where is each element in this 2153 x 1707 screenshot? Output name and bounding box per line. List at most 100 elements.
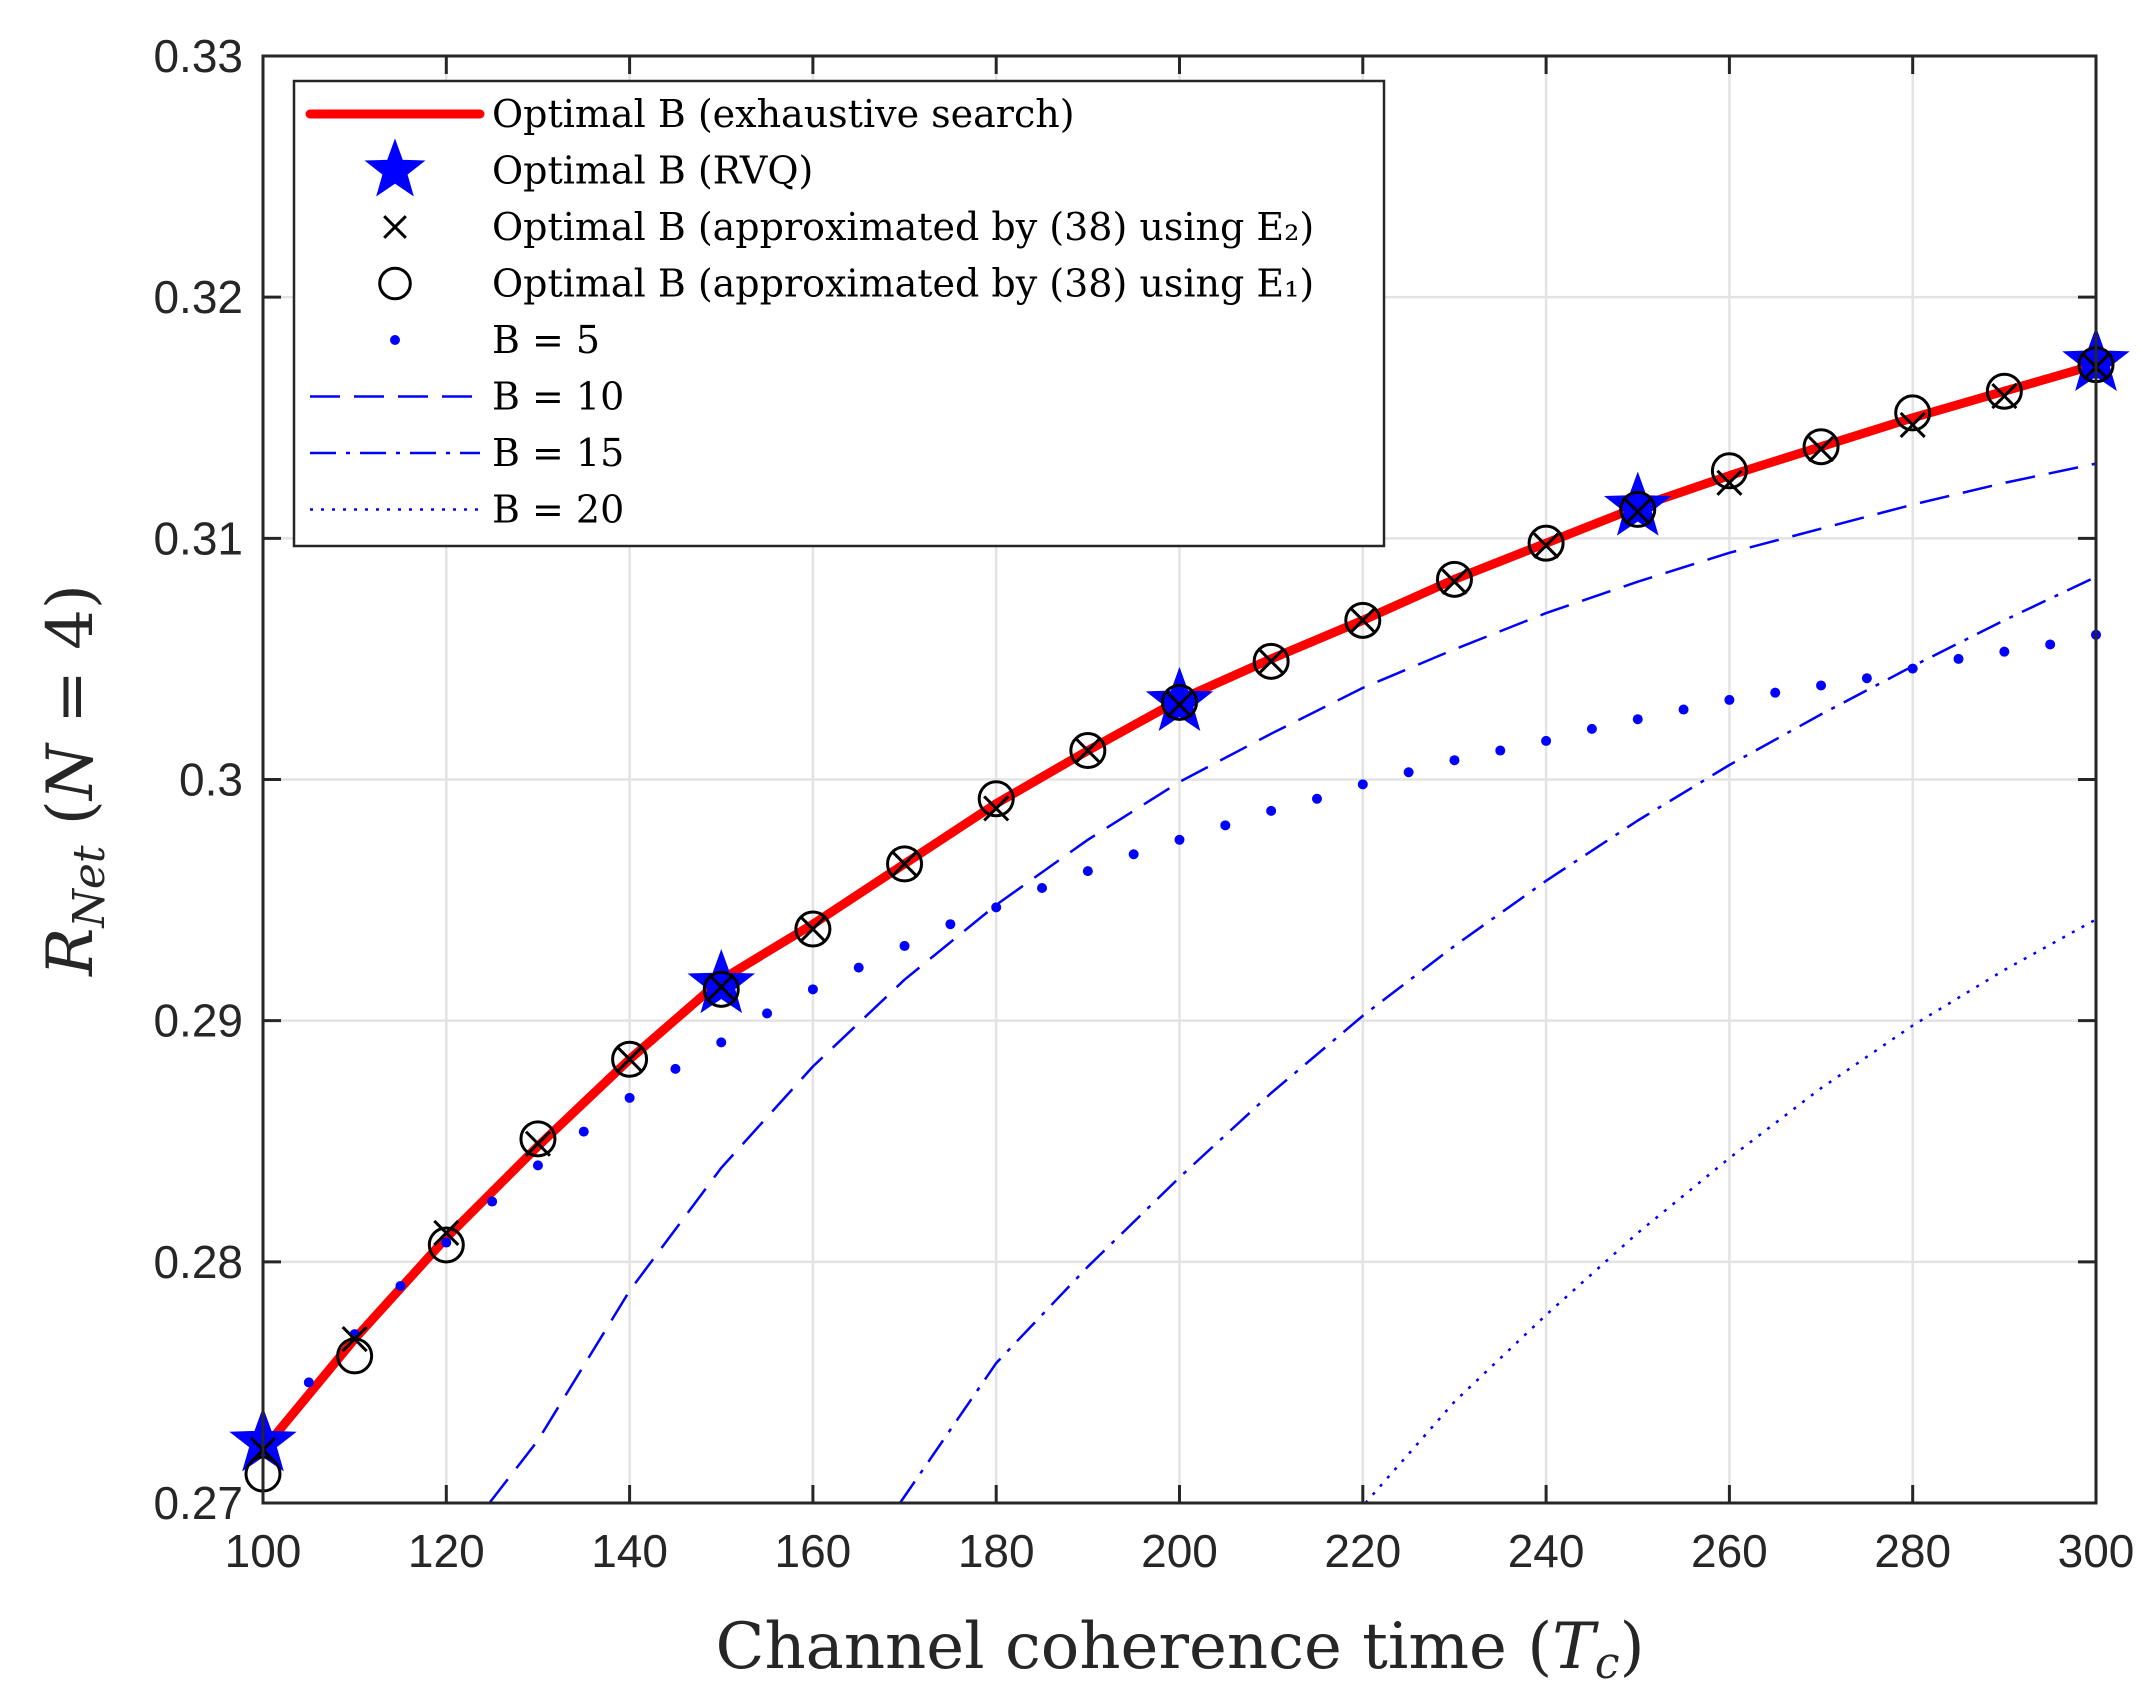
circle-marker <box>1344 601 1382 639</box>
point-marker <box>1678 704 1689 715</box>
x-marker <box>1624 498 1651 525</box>
x-tick-label: 220 <box>1324 1525 1401 1577</box>
circle-marker <box>1527 524 1565 562</box>
point-marker <box>899 940 910 951</box>
circle-marker <box>519 1120 557 1158</box>
x-marker <box>891 850 918 877</box>
point-marker <box>1311 793 1322 804</box>
ticks <box>261 54 2098 1505</box>
x-marker <box>1991 382 2018 410</box>
point-marker <box>1220 820 1231 831</box>
circle-marker <box>1710 452 1748 490</box>
x-marker <box>799 915 826 943</box>
circle-marker <box>1619 490 1657 528</box>
x-tick-label: 120 <box>408 1525 485 1577</box>
circle-marker <box>1069 732 1107 770</box>
star-marker <box>687 949 755 1014</box>
y-axis-title: RNet (N = 4) <box>34 584 115 977</box>
point-marker <box>1174 834 1185 845</box>
point-marker <box>1816 680 1827 691</box>
point-marker <box>1082 866 1093 877</box>
series-dashdot <box>898 575 2097 1504</box>
x-marker <box>1441 568 1468 595</box>
point-marker <box>1724 694 1735 705</box>
circle-marker <box>1894 394 1932 432</box>
x-marker <box>524 1130 552 1157</box>
y-tick-label: 0.31 <box>153 512 243 564</box>
series-point <box>258 629 2101 1441</box>
point-marker <box>1403 767 1414 778</box>
legend-labels: Optimal B (exhaustive search) Optimal B (… <box>492 92 1314 532</box>
legend-samples <box>305 109 485 511</box>
series-line-dashed <box>488 462 2097 1504</box>
x-marker <box>1258 648 1285 675</box>
series-dashed <box>488 462 2097 1504</box>
point-marker <box>303 1377 314 1388</box>
circle-marker <box>427 1226 465 1264</box>
x-marker <box>1899 411 1926 439</box>
legend-label: Optimal B (approximated by (38) using E₁… <box>492 262 1314 306</box>
y-tick-label: 0.3 <box>179 754 243 806</box>
y-tick-label: 0.33 <box>153 30 243 82</box>
legend-label: Optimal B (RVQ) <box>492 149 813 193</box>
point-marker <box>1541 735 1552 746</box>
legend-label: Optimal B (approximated by (38) using E₂… <box>492 205 1314 249</box>
point-marker <box>390 335 400 345</box>
star-marker <box>1604 471 1672 536</box>
circle-marker <box>378 266 412 301</box>
circle-marker <box>794 910 832 948</box>
x-axis-title: Channel coherence time (Tc) <box>715 1610 1644 1689</box>
x-marker <box>983 795 1010 822</box>
point-marker <box>1266 805 1277 816</box>
circle-marker <box>1252 642 1290 680</box>
x-tick-label: 180 <box>958 1525 1035 1577</box>
point-marker <box>1357 779 1368 790</box>
point-marker <box>2045 639 2056 650</box>
x-tick-label: 260 <box>1691 1525 1768 1577</box>
point-marker <box>1037 883 1048 894</box>
x-tick-label: 200 <box>1141 1525 1218 1577</box>
y-tick-label: 0.32 <box>153 271 243 323</box>
point-marker <box>487 1196 498 1207</box>
x-tick-label: 280 <box>1874 1525 1951 1577</box>
point-marker <box>1449 755 1460 766</box>
y-tick-label: 0.27 <box>153 1477 243 1529</box>
point-marker <box>1495 745 1506 756</box>
y-tick-label: 0.29 <box>153 995 243 1047</box>
point-marker <box>1907 663 1918 674</box>
legend-label: B = 5 <box>492 318 600 362</box>
circle-marker <box>702 970 740 1008</box>
series-line-dashdot <box>898 575 2097 1504</box>
star-marker <box>364 138 426 197</box>
point-marker <box>624 1092 635 1103</box>
point-marker <box>1586 723 1597 734</box>
legend-label: Optimal B (exhaustive search) <box>492 92 1075 136</box>
x-tick-label: 300 <box>2058 1525 2135 1577</box>
point-marker <box>578 1126 589 1137</box>
point-marker <box>853 962 864 973</box>
legend-label: B = 15 <box>492 431 624 475</box>
x-marker <box>708 973 735 1000</box>
circle-marker <box>611 1040 649 1078</box>
point-marker <box>716 1037 727 1048</box>
point-marker <box>1953 653 1964 664</box>
point-marker <box>1861 673 1872 684</box>
x-marker <box>1807 436 1835 463</box>
x-tick-label: 140 <box>591 1525 668 1577</box>
tick-labels: 100 120 140 160 180 200 220 240 260 280 300 0.27 0.2… <box>153 30 2134 1577</box>
x-marker <box>1166 691 1193 718</box>
legend-box <box>292 79 1386 548</box>
point-marker <box>1128 849 1139 860</box>
series-line-dotted <box>1364 918 2097 1504</box>
circle-marker <box>886 845 924 883</box>
point-marker <box>1999 646 2010 657</box>
point-marker <box>1770 687 1781 698</box>
circle-marker <box>1802 428 1840 466</box>
series-x-marker <box>249 354 2110 1464</box>
x-marker <box>433 1219 460 1246</box>
x-marker <box>1533 532 1560 559</box>
x-tick-label: 160 <box>775 1525 852 1577</box>
x-tick-label: 100 <box>225 1525 302 1577</box>
x-marker <box>383 215 407 239</box>
